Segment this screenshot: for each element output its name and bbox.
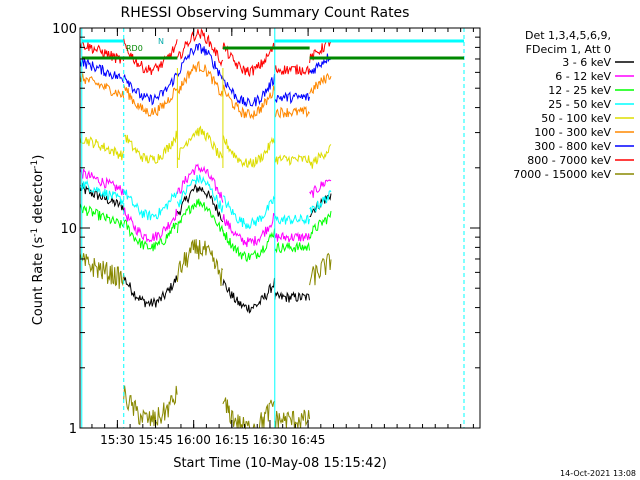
- rd0-label: RD0: [126, 44, 143, 53]
- x-tick-label: 15:45: [138, 433, 173, 447]
- series-line-50-100-kev: [79, 125, 332, 169]
- legend-entry-label: 3 - 6 keV: [562, 56, 611, 69]
- axis-layer: 15:30 15:45 16:00 16:15 16:30 16:45 1 10 100: [52, 22, 480, 447]
- legend-entry-label: 6 - 12 keV: [555, 70, 611, 83]
- x-tick-label: 15:30: [100, 433, 135, 447]
- series-line-100-300-kev: [79, 60, 332, 121]
- series-line-12-25-kev: [79, 198, 332, 263]
- series-line-6-12-kev: [79, 163, 332, 248]
- legend-entry-label: 300 - 800 keV: [534, 140, 611, 153]
- n-label: N: [158, 37, 164, 46]
- series-line-3-6-kev: [79, 182, 332, 314]
- series-line-7000-15000-kev: [79, 239, 332, 430]
- legend-entry-label: 7000 - 15000 keV: [513, 168, 611, 181]
- y-axis-label: Count Rate (s-1 detector-1): [30, 155, 46, 326]
- legend-entry-label: 12 - 25 keV: [548, 84, 611, 97]
- y-axis-label-end: ): [31, 155, 46, 160]
- y-axis-label-sup2: -1: [30, 160, 40, 169]
- y-tick-label: 10: [60, 222, 77, 237]
- y-tick-label: 1: [69, 422, 77, 437]
- timestamp: 14-Oct-2021 13:08: [560, 469, 636, 478]
- series-line-300-800-kev: [79, 42, 332, 107]
- x-tick-label: 16:15: [215, 433, 250, 447]
- legend-entry-label: 100 - 300 keV: [534, 126, 611, 139]
- series-layer: [79, 28, 332, 430]
- legend-entry-label: 50 - 100 keV: [541, 112, 611, 125]
- x-axis-label: Start Time (10-May-08 15:15:42): [173, 456, 387, 471]
- legend-entry-label: 25 - 50 keV: [548, 98, 611, 111]
- legend: Det 1,3,4,5,6,9,FDecim 1, Att 03 - 6 keV…: [513, 29, 634, 181]
- x-tick-label: 16:00: [176, 433, 211, 447]
- x-tick-label: 16:30: [253, 433, 288, 447]
- series-line-800-7000-kev: [79, 28, 332, 78]
- y-axis-label-sup1: -1: [30, 228, 40, 237]
- legend-header-line: Det 1,3,4,5,6,9,: [525, 29, 611, 42]
- x-tick-label: 16:45: [291, 433, 326, 447]
- legend-header-line: FDecim 1, Att 0: [526, 43, 611, 56]
- series-line-25-50-kev: [79, 174, 332, 230]
- legend-entry-label: 800 - 7000 keV: [527, 154, 611, 167]
- y-axis-label-main: Count Rate (s: [31, 237, 46, 326]
- y-axis-label-mid: detector: [31, 168, 46, 228]
- y-tick-label: 100: [52, 22, 77, 37]
- chart-title: RHESSI Observing Summary Count Rates: [121, 5, 410, 21]
